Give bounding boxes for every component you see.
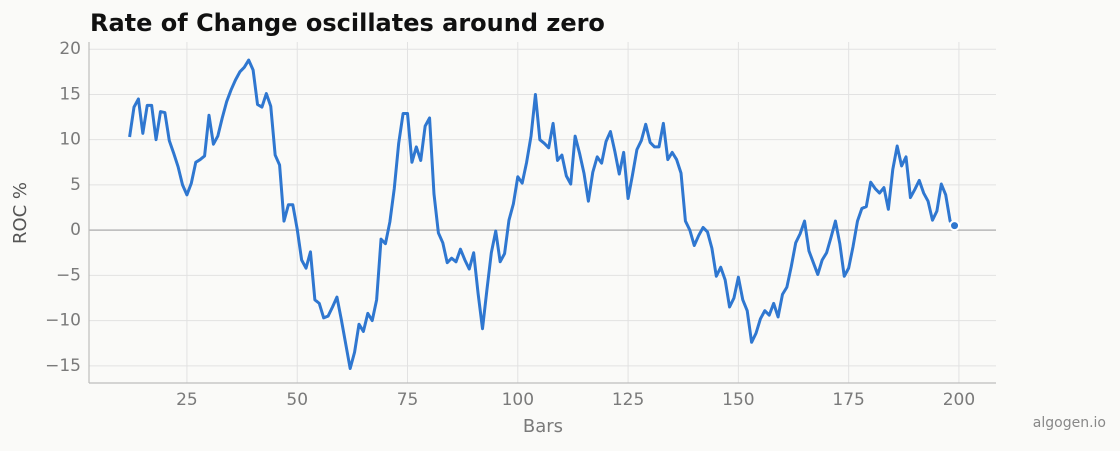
- y-tick-label: 20: [59, 39, 81, 59]
- line-series: [128, 58, 956, 371]
- y-tick-label: 0: [70, 220, 81, 240]
- y-axis-label: ROC %: [10, 182, 31, 244]
- y-tick-label: 10: [59, 130, 81, 150]
- x-tick-label: 150: [722, 390, 754, 410]
- x-tick-label: 125: [612, 390, 644, 410]
- y-tick-label: 15: [59, 84, 81, 104]
- x-axis-label: Bars: [523, 416, 563, 437]
- watermark: algogen.io: [1033, 415, 1106, 431]
- x-tick-label: 25: [176, 390, 198, 410]
- chart-title: Rate of Change oscillates around zero: [90, 9, 605, 37]
- x-tick-label: 100: [502, 390, 534, 410]
- x-tick-label: 75: [397, 390, 419, 410]
- x-tick-label: 200: [943, 390, 975, 410]
- y-tick-label: −15: [45, 356, 81, 376]
- last-point: [949, 220, 961, 232]
- x-tick-label: 175: [832, 390, 864, 410]
- y-tick-label: −5: [56, 265, 81, 285]
- y-tick-label: −10: [45, 311, 81, 331]
- y-tick-label: 5: [70, 175, 81, 195]
- x-tick-label: 50: [286, 390, 308, 410]
